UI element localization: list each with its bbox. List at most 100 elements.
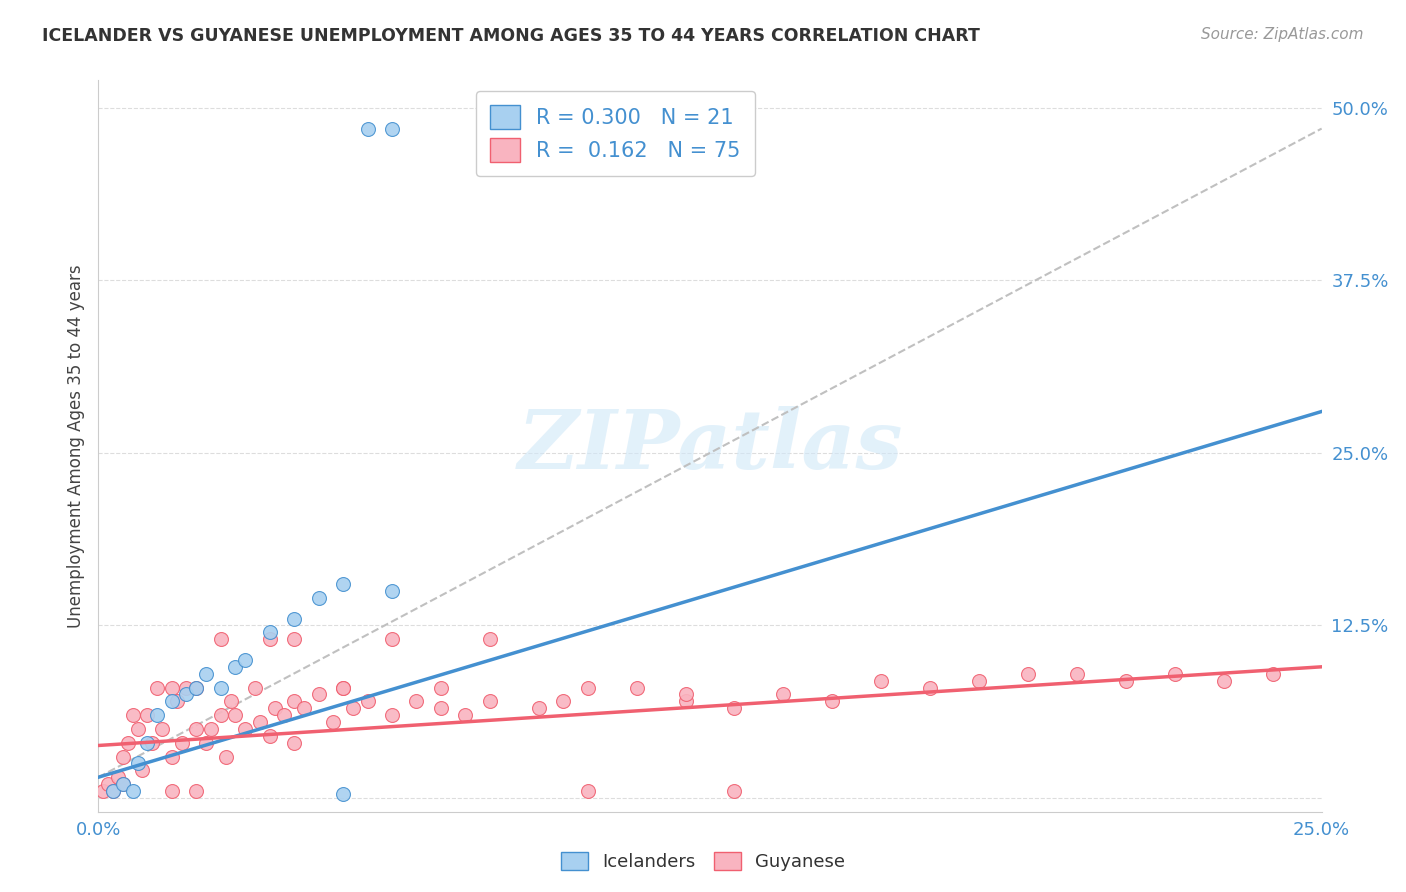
- Point: [160, 749, 183, 764]
- Point: [576, 784, 599, 798]
- Point: [186, 784, 208, 798]
- Point: [101, 784, 124, 798]
- Point: [576, 681, 599, 695]
- Point: [723, 784, 745, 798]
- Point: [200, 722, 222, 736]
- Point: [249, 714, 271, 729]
- Point: [209, 708, 232, 723]
- Point: [430, 701, 453, 715]
- Point: [146, 681, 169, 695]
- Point: [259, 625, 281, 640]
- Point: [195, 666, 218, 681]
- Point: [283, 694, 305, 708]
- Point: [381, 632, 404, 647]
- Point: [1261, 666, 1284, 681]
- Point: [166, 694, 188, 708]
- Point: [381, 583, 404, 598]
- Text: ICELANDER VS GUYANESE UNEMPLOYMENT AMONG AGES 35 TO 44 YEARS CORRELATION CHART: ICELANDER VS GUYANESE UNEMPLOYMENT AMONG…: [42, 27, 980, 45]
- Point: [1212, 673, 1234, 688]
- Point: [772, 687, 794, 701]
- Point: [219, 694, 242, 708]
- Point: [101, 784, 124, 798]
- Point: [209, 681, 232, 695]
- Point: [117, 736, 139, 750]
- Point: [176, 687, 198, 701]
- Point: [186, 681, 208, 695]
- Point: [91, 784, 114, 798]
- Point: [870, 673, 893, 688]
- Point: [214, 749, 236, 764]
- Point: [332, 787, 354, 801]
- Point: [170, 736, 193, 750]
- Point: [675, 694, 697, 708]
- Y-axis label: Unemployment Among Ages 35 to 44 years: Unemployment Among Ages 35 to 44 years: [66, 264, 84, 628]
- Point: [292, 701, 315, 715]
- Point: [160, 694, 183, 708]
- Point: [332, 577, 354, 591]
- Point: [454, 708, 477, 723]
- Point: [332, 681, 354, 695]
- Text: Source: ZipAtlas.com: Source: ZipAtlas.com: [1201, 27, 1364, 42]
- Point: [478, 694, 501, 708]
- Point: [176, 681, 198, 695]
- Point: [186, 722, 208, 736]
- Point: [381, 121, 404, 136]
- Point: [308, 687, 330, 701]
- Point: [553, 694, 575, 708]
- Point: [381, 708, 404, 723]
- Point: [1017, 666, 1039, 681]
- Point: [186, 681, 208, 695]
- Point: [322, 714, 344, 729]
- Point: [283, 736, 305, 750]
- Point: [308, 591, 330, 605]
- Point: [259, 632, 281, 647]
- Point: [356, 694, 378, 708]
- Point: [111, 777, 134, 791]
- Point: [136, 736, 159, 750]
- Point: [150, 722, 173, 736]
- Text: ZIPatlas: ZIPatlas: [517, 406, 903, 486]
- Point: [1066, 666, 1088, 681]
- Point: [263, 701, 285, 715]
- Point: [430, 681, 453, 695]
- Point: [283, 611, 305, 625]
- Point: [356, 121, 378, 136]
- Point: [160, 784, 183, 798]
- Point: [675, 687, 697, 701]
- Legend: R = 0.300   N = 21, R =  0.162   N = 75: R = 0.300 N = 21, R = 0.162 N = 75: [475, 91, 755, 177]
- Point: [136, 708, 159, 723]
- Point: [723, 701, 745, 715]
- Point: [209, 632, 232, 647]
- Point: [1164, 666, 1187, 681]
- Point: [233, 653, 256, 667]
- Point: [821, 694, 844, 708]
- Point: [405, 694, 427, 708]
- Point: [478, 632, 501, 647]
- Point: [273, 708, 295, 723]
- Point: [97, 777, 120, 791]
- Point: [195, 736, 218, 750]
- Point: [131, 764, 153, 778]
- Point: [259, 729, 281, 743]
- Point: [121, 708, 143, 723]
- Point: [283, 632, 305, 647]
- Point: [224, 660, 246, 674]
- Point: [224, 708, 246, 723]
- Point: [107, 770, 129, 784]
- Legend: Icelanders, Guyanese: Icelanders, Guyanese: [554, 845, 852, 879]
- Point: [127, 722, 149, 736]
- Point: [146, 708, 169, 723]
- Point: [121, 784, 143, 798]
- Point: [160, 681, 183, 695]
- Point: [967, 673, 990, 688]
- Point: [111, 749, 134, 764]
- Point: [626, 681, 648, 695]
- Point: [127, 756, 149, 771]
- Point: [233, 722, 256, 736]
- Point: [111, 777, 134, 791]
- Point: [527, 701, 550, 715]
- Point: [342, 701, 364, 715]
- Point: [332, 681, 354, 695]
- Point: [141, 736, 163, 750]
- Point: [243, 681, 266, 695]
